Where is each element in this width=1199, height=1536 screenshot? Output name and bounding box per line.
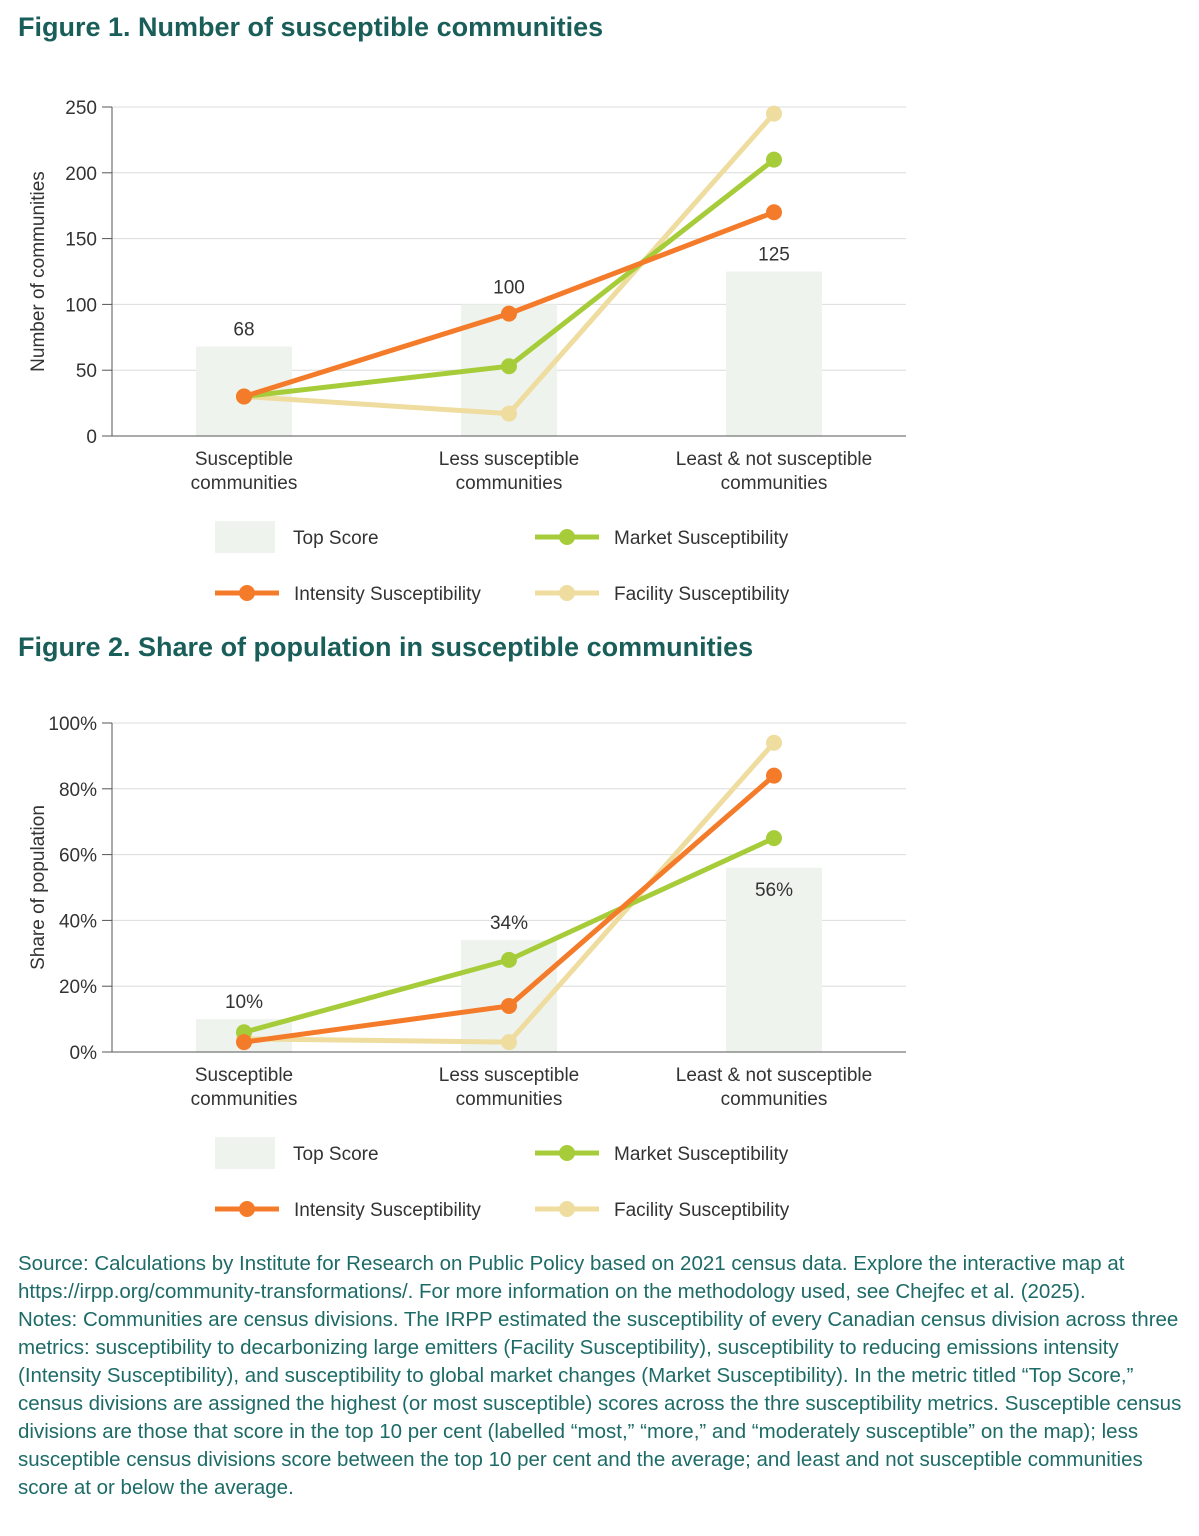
bar-top-score: [726, 867, 822, 1052]
y-tick-label: 150: [65, 230, 97, 251]
data-point-facility: [501, 405, 517, 422]
y-tick-label: 40%: [59, 911, 97, 932]
legend-marker-market: [559, 529, 575, 545]
y-axis-label: Number of communities: [28, 171, 49, 372]
legend-marker-market: [559, 1145, 575, 1161]
y-tick-label: 50: [76, 361, 97, 382]
x-category-label: Least & not susceptible: [676, 449, 872, 470]
y-tick-label: 60%: [59, 846, 97, 867]
source-text: Source: Calculations by Institute for Re…: [18, 1252, 1125, 1303]
y-tick-label: 100%: [48, 714, 97, 735]
x-category-label: Susceptible: [195, 449, 293, 470]
data-point-facility: [501, 1034, 517, 1051]
y-tick-label: 100: [65, 295, 97, 316]
legend-label: Top Score: [293, 528, 379, 549]
x-category-label: communities: [456, 473, 563, 494]
y-axis-label: Share of population: [28, 805, 49, 970]
x-category-label: communities: [191, 1089, 298, 1110]
bar-data-label: 100: [493, 277, 525, 298]
data-point-market: [766, 830, 782, 847]
y-tick-label: 80%: [59, 780, 97, 801]
y-tick-label: 0: [86, 427, 97, 448]
y-tick-label: 250: [65, 98, 97, 119]
notes-text: Notes: Communities are census divisions.…: [18, 1308, 1182, 1499]
x-category-label: Susceptible: [195, 1065, 293, 1086]
x-category-label: Least & not susceptible: [676, 1065, 872, 1086]
legend-label: Market Susceptibility: [614, 528, 789, 549]
legend-label: Facility Susceptibility: [614, 584, 790, 605]
legend-swatch-top-score: [215, 1137, 275, 1169]
bar-data-label: 10%: [225, 992, 263, 1013]
legend-marker-facility: [559, 1201, 575, 1217]
data-point-facility: [766, 105, 782, 122]
legend-label: Intensity Susceptibility: [294, 584, 481, 605]
figure-1-chart: 0 50 100 150 200 250 Number of communities 68 10…: [28, 98, 906, 605]
data-point-facility: [766, 734, 782, 751]
x-category-label: communities: [721, 473, 828, 494]
data-point-intensity: [766, 767, 782, 784]
x-category-label: communities: [721, 1089, 828, 1110]
data-point-market: [766, 151, 782, 168]
legend-marker-intensity: [239, 1201, 255, 1217]
x-category-label: communities: [456, 1089, 563, 1110]
data-point-intensity: [501, 305, 517, 322]
legend-marker-facility: [559, 585, 575, 601]
y-tick-label: 20%: [59, 977, 97, 998]
x-category-label: Less susceptible: [439, 1065, 579, 1086]
legend-label: Top Score: [293, 1144, 379, 1165]
bar-data-label: 68: [233, 320, 254, 341]
data-point-intensity: [766, 204, 782, 221]
legend-label: Facility Susceptibility: [614, 1200, 790, 1221]
data-point-market: [501, 358, 517, 375]
figure-2-chart: 0% 20% 40% 60% 80% 100% Share of population 10%…: [28, 714, 906, 1221]
legend-label: Intensity Susceptibility: [294, 1200, 481, 1221]
figure-1-title: Figure 1. Number of susceptible communit…: [18, 12, 604, 42]
bar-data-label: 56%: [755, 880, 793, 901]
bar-data-label: 125: [758, 245, 790, 266]
bar-data-label: 34%: [490, 913, 528, 934]
data-point-intensity: [236, 388, 252, 405]
y-tick-label: 200: [65, 164, 97, 185]
x-category-label: communities: [191, 473, 298, 494]
legend-swatch-top-score: [215, 521, 275, 553]
legend-label: Market Susceptibility: [614, 1144, 789, 1165]
x-category-label: Less susceptible: [439, 449, 579, 470]
y-tick-label: 0%: [70, 1043, 98, 1064]
figure-2-title: Figure 2. Share of population in suscept…: [18, 632, 754, 662]
notes-section: Source: Calculations by Institute for Re…: [18, 1250, 1183, 1502]
legend-marker-intensity: [239, 585, 255, 601]
data-point-market: [501, 951, 517, 968]
bar-top-score: [726, 271, 822, 436]
data-point-intensity: [236, 1034, 252, 1051]
data-point-intensity: [501, 997, 517, 1014]
